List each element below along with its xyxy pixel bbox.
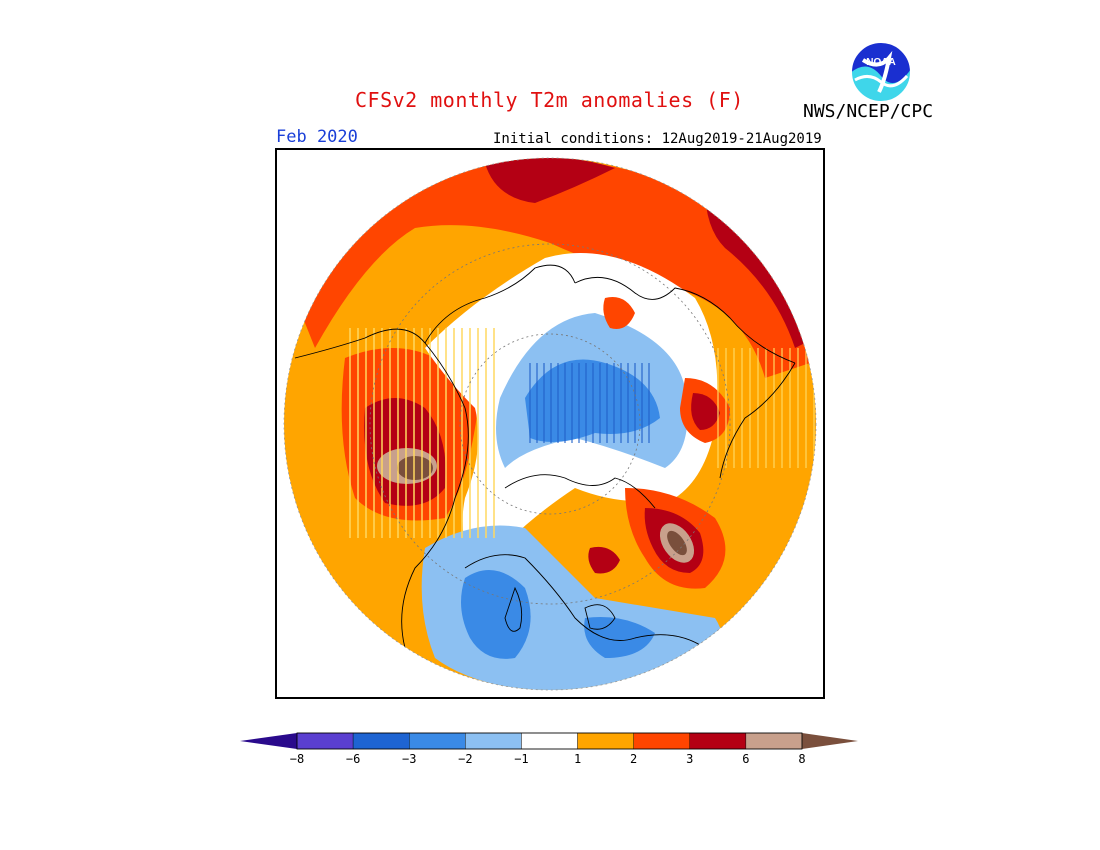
coastlines: [294, 264, 796, 649]
colorbar-tick-label: −6: [346, 752, 360, 766]
colorbar-cell: [409, 732, 466, 750]
anomaly-map: [275, 148, 825, 699]
colorbar-cell: [521, 732, 578, 750]
colorbar-tick-label: 1: [574, 752, 581, 766]
valid-month-label: Feb 2020: [276, 127, 358, 147]
initial-conditions-label: Initial conditions: 12Aug2019-21Aug2019: [493, 131, 822, 147]
colorbar-tick-label: −8: [290, 752, 304, 766]
noaa-logo: NOAA: [850, 41, 912, 103]
colorbar-tick-label: 6: [742, 752, 749, 766]
colorbar-cell: [745, 732, 803, 750]
colorbar-cell: [633, 732, 690, 750]
colorbar-cell: [352, 732, 410, 750]
colorbar-tick-label: −3: [402, 752, 416, 766]
colorbar-cell: [577, 732, 634, 750]
colorbar-tick-label: −1: [514, 752, 528, 766]
colorbar-tick-label: −2: [458, 752, 472, 766]
colorbar-tick-label: 3: [686, 752, 693, 766]
colorbar-tick-label: 2: [630, 752, 637, 766]
colorbar-cell: [296, 732, 354, 750]
colorbar-cell: [689, 732, 747, 750]
anomaly-fill-6to8-north: [485, 158, 615, 203]
agency-label: NWS/NCEP/CPC: [803, 101, 934, 122]
anomaly-fill-3to6-north: [295, 158, 816, 378]
colorbar-arrow-high: [802, 733, 858, 749]
colorbar-legend: −8 −6 −3 −2 −1 1 2 3 6 8: [240, 732, 858, 766]
colorbar-tick-label: 8: [798, 752, 805, 766]
map-frame: [275, 148, 825, 699]
colorbar-cell: [465, 732, 522, 750]
chart-title: CFSv2 monthly T2m anomalies (F): [355, 88, 744, 112]
colorbar-arrow-low: [240, 733, 297, 749]
noaa-logo-text: NOAA: [866, 57, 895, 68]
